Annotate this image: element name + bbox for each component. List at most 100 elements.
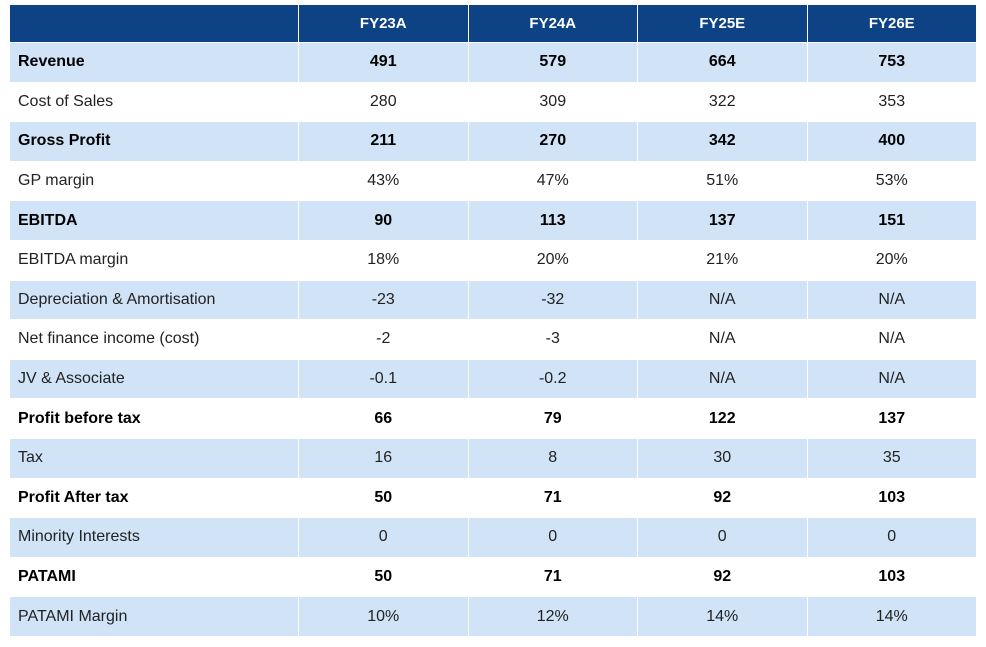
- cell: 30: [637, 437, 808, 479]
- cell: -0.1: [298, 358, 469, 400]
- cell: 35: [806, 437, 977, 479]
- row-label: Gross Profit: [9, 121, 299, 162]
- table-row: Depreciation & Amortisation -23 -32 N/A N/A: [9, 279, 977, 321]
- column-header: FY26E: [806, 4, 977, 43]
- financial-table: FY23A FY24A FY25E FY26E Revenue 491 579 664 753…: [9, 4, 977, 637]
- row-label: Net finance income (cost): [9, 319, 299, 360]
- cell: 43%: [298, 160, 469, 202]
- table-body: Revenue 491 579 664 753 Cost of Sales 280 309 32…: [9, 42, 977, 637]
- cell: 14%: [806, 596, 977, 637]
- cell: 400: [806, 121, 977, 162]
- cell: 21%: [637, 239, 808, 281]
- column-header: FY24A: [467, 4, 638, 43]
- cell: 14%: [637, 596, 808, 637]
- header-row: FY23A FY24A FY25E FY26E: [9, 4, 977, 43]
- cell: 579: [467, 42, 638, 83]
- cell: -23: [298, 279, 469, 321]
- cell: 0: [467, 517, 638, 558]
- cell: 20%: [806, 239, 977, 281]
- cell: 90: [298, 200, 469, 241]
- cell: 92: [637, 556, 808, 598]
- cell: 10%: [298, 596, 469, 637]
- table-row: Profit before tax 66 79 122 137: [9, 398, 977, 439]
- cell: -2: [298, 319, 469, 360]
- table-row: Revenue 491 579 664 753: [9, 42, 977, 83]
- cell: 353: [806, 81, 977, 123]
- cell: N/A: [637, 319, 808, 360]
- row-label: Tax: [9, 437, 299, 479]
- cell: 122: [637, 398, 808, 439]
- cell: 270: [467, 121, 638, 162]
- row-label: EBITDA margin: [9, 239, 299, 281]
- cell: 753: [806, 42, 977, 83]
- cell: 51%: [637, 160, 808, 202]
- cell: 50: [298, 477, 469, 519]
- cell: 322: [637, 81, 808, 123]
- table-row: EBITDA margin 18% 20% 21% 20%: [9, 239, 977, 281]
- cell: N/A: [806, 279, 977, 321]
- cell: 211: [298, 121, 469, 162]
- table-row: PATAMI Margin 10% 12% 14% 14%: [9, 596, 977, 637]
- row-label: Cost of Sales: [9, 81, 299, 123]
- cell: 137: [637, 200, 808, 241]
- cell: N/A: [806, 358, 977, 400]
- column-header: FY23A: [298, 4, 469, 43]
- cell: 309: [467, 81, 638, 123]
- column-header: FY25E: [637, 4, 808, 43]
- cell: 79: [467, 398, 638, 439]
- cell: 16: [298, 437, 469, 479]
- cell: 280: [298, 81, 469, 123]
- row-label: GP margin: [9, 160, 299, 202]
- table-header: FY23A FY24A FY25E FY26E: [9, 4, 977, 43]
- table-row: Gross Profit 211 270 342 400: [9, 121, 977, 162]
- cell: 491: [298, 42, 469, 83]
- cell: 664: [637, 42, 808, 83]
- cell: N/A: [637, 358, 808, 400]
- cell: 342: [637, 121, 808, 162]
- cell: 0: [806, 517, 977, 558]
- cell: 12%: [467, 596, 638, 637]
- table-row: Cost of Sales 280 309 322 353: [9, 81, 977, 123]
- row-label: PATAMI Margin: [9, 596, 299, 637]
- cell: -0.2: [467, 358, 638, 400]
- row-label: Profit before tax: [9, 398, 299, 439]
- table-row: Net finance income (cost) -2 -3 N/A N/A: [9, 319, 977, 360]
- cell: 103: [806, 556, 977, 598]
- row-label: JV & Associate: [9, 358, 299, 400]
- table-row: EBITDA 90 113 137 151: [9, 200, 977, 241]
- table-row: PATAMI 50 71 92 103: [9, 556, 977, 598]
- cell: 71: [467, 477, 638, 519]
- cell: 47%: [467, 160, 638, 202]
- table-row: Profit After tax 50 71 92 103: [9, 477, 977, 519]
- cell: 92: [637, 477, 808, 519]
- cell: 103: [806, 477, 977, 519]
- cell: 53%: [806, 160, 977, 202]
- row-label: Profit After tax: [9, 477, 299, 519]
- cell: 151: [806, 200, 977, 241]
- table-row: JV & Associate -0.1 -0.2 N/A N/A: [9, 358, 977, 400]
- cell: 113: [467, 200, 638, 241]
- cell: N/A: [806, 319, 977, 360]
- row-label: Depreciation & Amortisation: [9, 279, 299, 321]
- cell: 20%: [467, 239, 638, 281]
- cell: -32: [467, 279, 638, 321]
- cell: N/A: [637, 279, 808, 321]
- table-row: Minority Interests 0 0 0 0: [9, 517, 977, 558]
- cell: 137: [806, 398, 977, 439]
- row-label: Minority Interests: [9, 517, 299, 558]
- row-label: PATAMI: [9, 556, 299, 598]
- cell: 0: [637, 517, 808, 558]
- table-row: GP margin 43% 47% 51% 53%: [9, 160, 977, 202]
- cell: 71: [467, 556, 638, 598]
- cell: 18%: [298, 239, 469, 281]
- cell: -3: [467, 319, 638, 360]
- cell: 8: [467, 437, 638, 479]
- row-label: Revenue: [9, 42, 299, 83]
- table-row: Tax 16 8 30 35: [9, 437, 977, 479]
- cell: 0: [298, 517, 469, 558]
- row-label: EBITDA: [9, 200, 299, 241]
- cell: 66: [298, 398, 469, 439]
- cell: 50: [298, 556, 469, 598]
- header-corner: [9, 4, 299, 43]
